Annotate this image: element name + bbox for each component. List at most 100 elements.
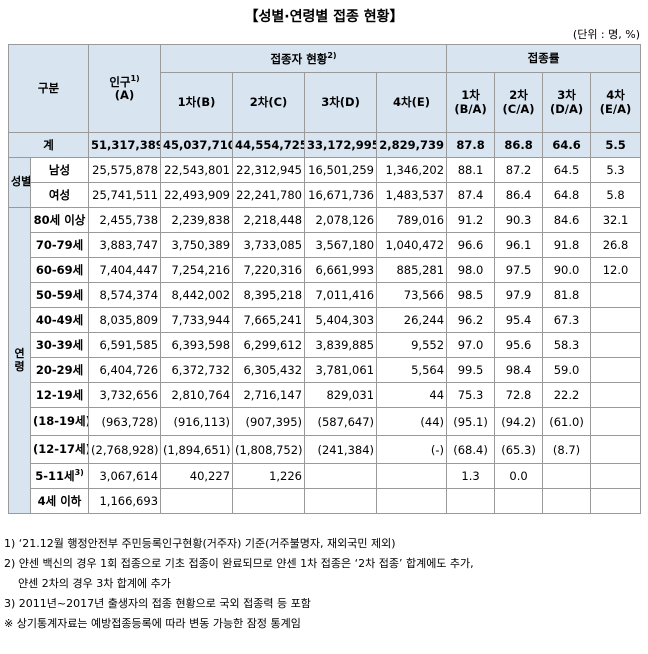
cell-r2: 97.5 [494, 257, 544, 283]
cell-r3: 64.6 [542, 132, 592, 158]
cell-r2: 98.4 [494, 357, 544, 383]
table-row: 5-11세3) 3,067,614 40,227 1,226 1.3 0.0 [9, 463, 642, 489]
footnote: 얀센 2차의 경우 3차 합계에 추가 [4, 577, 171, 590]
unit-label: (단위 : 명, %) [572, 28, 640, 41]
cell-d4: 44 [376, 382, 448, 408]
cell-r4 [590, 282, 642, 308]
row-label: 계 [7, 132, 90, 158]
cell-r4 [590, 407, 642, 436]
cell-d4: (-) [376, 435, 448, 464]
vaccination-table: 구분 인구1) (A) 접종자 현황2) 접종률 1차(B) 2차(C) 3차(D… [7, 44, 642, 514]
cell-r2: (94.2) [494, 407, 544, 436]
cell-d1: 7,733,944 [160, 307, 234, 333]
cell-d4: 885,281 [376, 257, 448, 283]
cell-d2 [232, 488, 306, 514]
row-label: 여성 [29, 182, 90, 208]
cell-r3: 81.8 [542, 282, 592, 308]
row-label: 70-79세 [29, 232, 90, 258]
cell-d2: 22,241,780 [232, 182, 306, 208]
row-label: 5-11세3) [29, 463, 90, 489]
header-rate3: 3차 (D/A) [542, 72, 592, 133]
header-rate4: 4차 (E/A) [590, 72, 642, 133]
table-row: (18-19세) (963,728) (916,113) (907,395) (587,… [9, 407, 642, 436]
cell-d4: 1,346,202 [376, 157, 448, 183]
cell-r4 [590, 463, 642, 489]
row-label: 30-39세 [29, 332, 90, 358]
cell-pop: 51,317,389 [88, 132, 162, 158]
cell-pop: 8,574,374 [88, 282, 162, 308]
header-population: 인구1) (A) [88, 44, 162, 133]
cell-d2: (907,395) [232, 407, 306, 436]
cell-r1: (68.4) [446, 435, 496, 464]
header-dose4: 4차(E) [376, 72, 448, 133]
cell-d1 [160, 488, 234, 514]
cell-r3: 84.6 [542, 207, 592, 233]
cell-d3: 3,567,180 [304, 232, 378, 258]
cell-pop: 8,035,809 [88, 307, 162, 333]
cell-d1: 8,442,002 [160, 282, 234, 308]
cell-d1: (916,113) [160, 407, 234, 436]
cell-d1: 2,239,838 [160, 207, 234, 233]
cell-d3: 6,661,993 [304, 257, 378, 283]
cell-d2: 8,395,218 [232, 282, 306, 308]
cell-d3: 16,671,736 [304, 182, 378, 208]
cell-r3 [542, 463, 592, 489]
cell-d1: 22,493,909 [160, 182, 234, 208]
cell-d1: 22,543,801 [160, 157, 234, 183]
header-group: 구분 [7, 44, 90, 133]
cell-r2: 0.0 [494, 463, 544, 489]
cell-d4: 1,483,537 [376, 182, 448, 208]
footnote: 3) 2011년~2017년 출생자의 접종 현황으로 국외 접종력 등 포함 [4, 597, 311, 610]
cell-d3 [304, 463, 378, 489]
table-row-total: 계 51,317,389 45,037,710 44,554,725 33,172,99… [7, 132, 642, 158]
header-rate: 접종률 [446, 44, 642, 73]
header-vaccinated: 접종자 현황2) [160, 44, 448, 73]
cell-d1: 6,372,732 [160, 357, 234, 383]
footnote: 2) 얀센 백신의 경우 1회 접종으로 기초 접종이 완료되므로 얀센 1차 … [4, 557, 474, 570]
cell-r2: 95.4 [494, 307, 544, 333]
cell-pop: (2,768,928) [88, 435, 162, 464]
row-label: 12-19세 [29, 382, 90, 408]
cell-r2: (65.3) [494, 435, 544, 464]
table-row: 30-39세 6,591,585 6,393,598 6,299,612 3,839,8… [9, 332, 642, 358]
table-row: 성별 남성 25,575,878 22,543,801 22,312,945 16,501… [8, 157, 642, 208]
table-row: 20-29세 6,404,726 6,372,732 6,305,432 3,781,0… [9, 357, 642, 383]
cell-r2: 96.1 [494, 232, 544, 258]
cell-d2: 1,226 [232, 463, 306, 489]
cell-r3: 59.0 [542, 357, 592, 383]
row-label: 4세 이하 [29, 488, 90, 514]
row-label: 남성 [29, 157, 90, 183]
cell-r4 [590, 307, 642, 333]
cell-d2: 22,312,945 [232, 157, 306, 183]
cell-r1: 1.3 [446, 463, 496, 489]
cell-r1: 96.2 [446, 307, 496, 333]
cell-r4: 5.8 [590, 182, 642, 208]
cell-d1: (1,894,651) [160, 435, 234, 464]
cell-d3: 2,078,126 [304, 207, 378, 233]
row-label: 80세 이상 [29, 207, 90, 233]
cell-r3: 22.2 [542, 382, 592, 408]
cell-pop: 7,404,447 [88, 257, 162, 283]
cell-d4: 5,564 [376, 357, 448, 383]
cell-r4: 5.3 [590, 157, 642, 183]
table-row: 50-59세 8,574,374 8,442,002 8,395,218 7,011,4… [9, 282, 642, 308]
cell-d4: 26,244 [376, 307, 448, 333]
cell-r1: 75.3 [446, 382, 496, 408]
row-label: 20-29세 [29, 357, 90, 383]
cell-d4 [376, 463, 448, 489]
cell-r3: 91.8 [542, 232, 592, 258]
cell-d3: 829,031 [304, 382, 378, 408]
row-label: 50-59세 [29, 282, 90, 308]
cell-d3: (241,384) [304, 435, 378, 464]
table-row: 12-19세 3,732,656 2,810,764 2,716,147 829,031… [9, 382, 642, 408]
cell-d3: 3,781,061 [304, 357, 378, 383]
cell-r2: 72.8 [494, 382, 544, 408]
footnote: ※ 상기통계자료는 예방접종등록에 따라 변동 가능한 잠정 통계임 [4, 617, 301, 630]
cell-r4: 5.5 [590, 132, 642, 158]
table-row: 4세 이하 1,166,693 [9, 488, 642, 514]
cell-pop: 3,732,656 [88, 382, 162, 408]
cell-pop: 3,067,614 [88, 463, 162, 489]
cell-r1: 97.0 [446, 332, 496, 358]
cell-r1: 87.8 [446, 132, 496, 158]
cell-d2: 44,554,725 [232, 132, 306, 158]
